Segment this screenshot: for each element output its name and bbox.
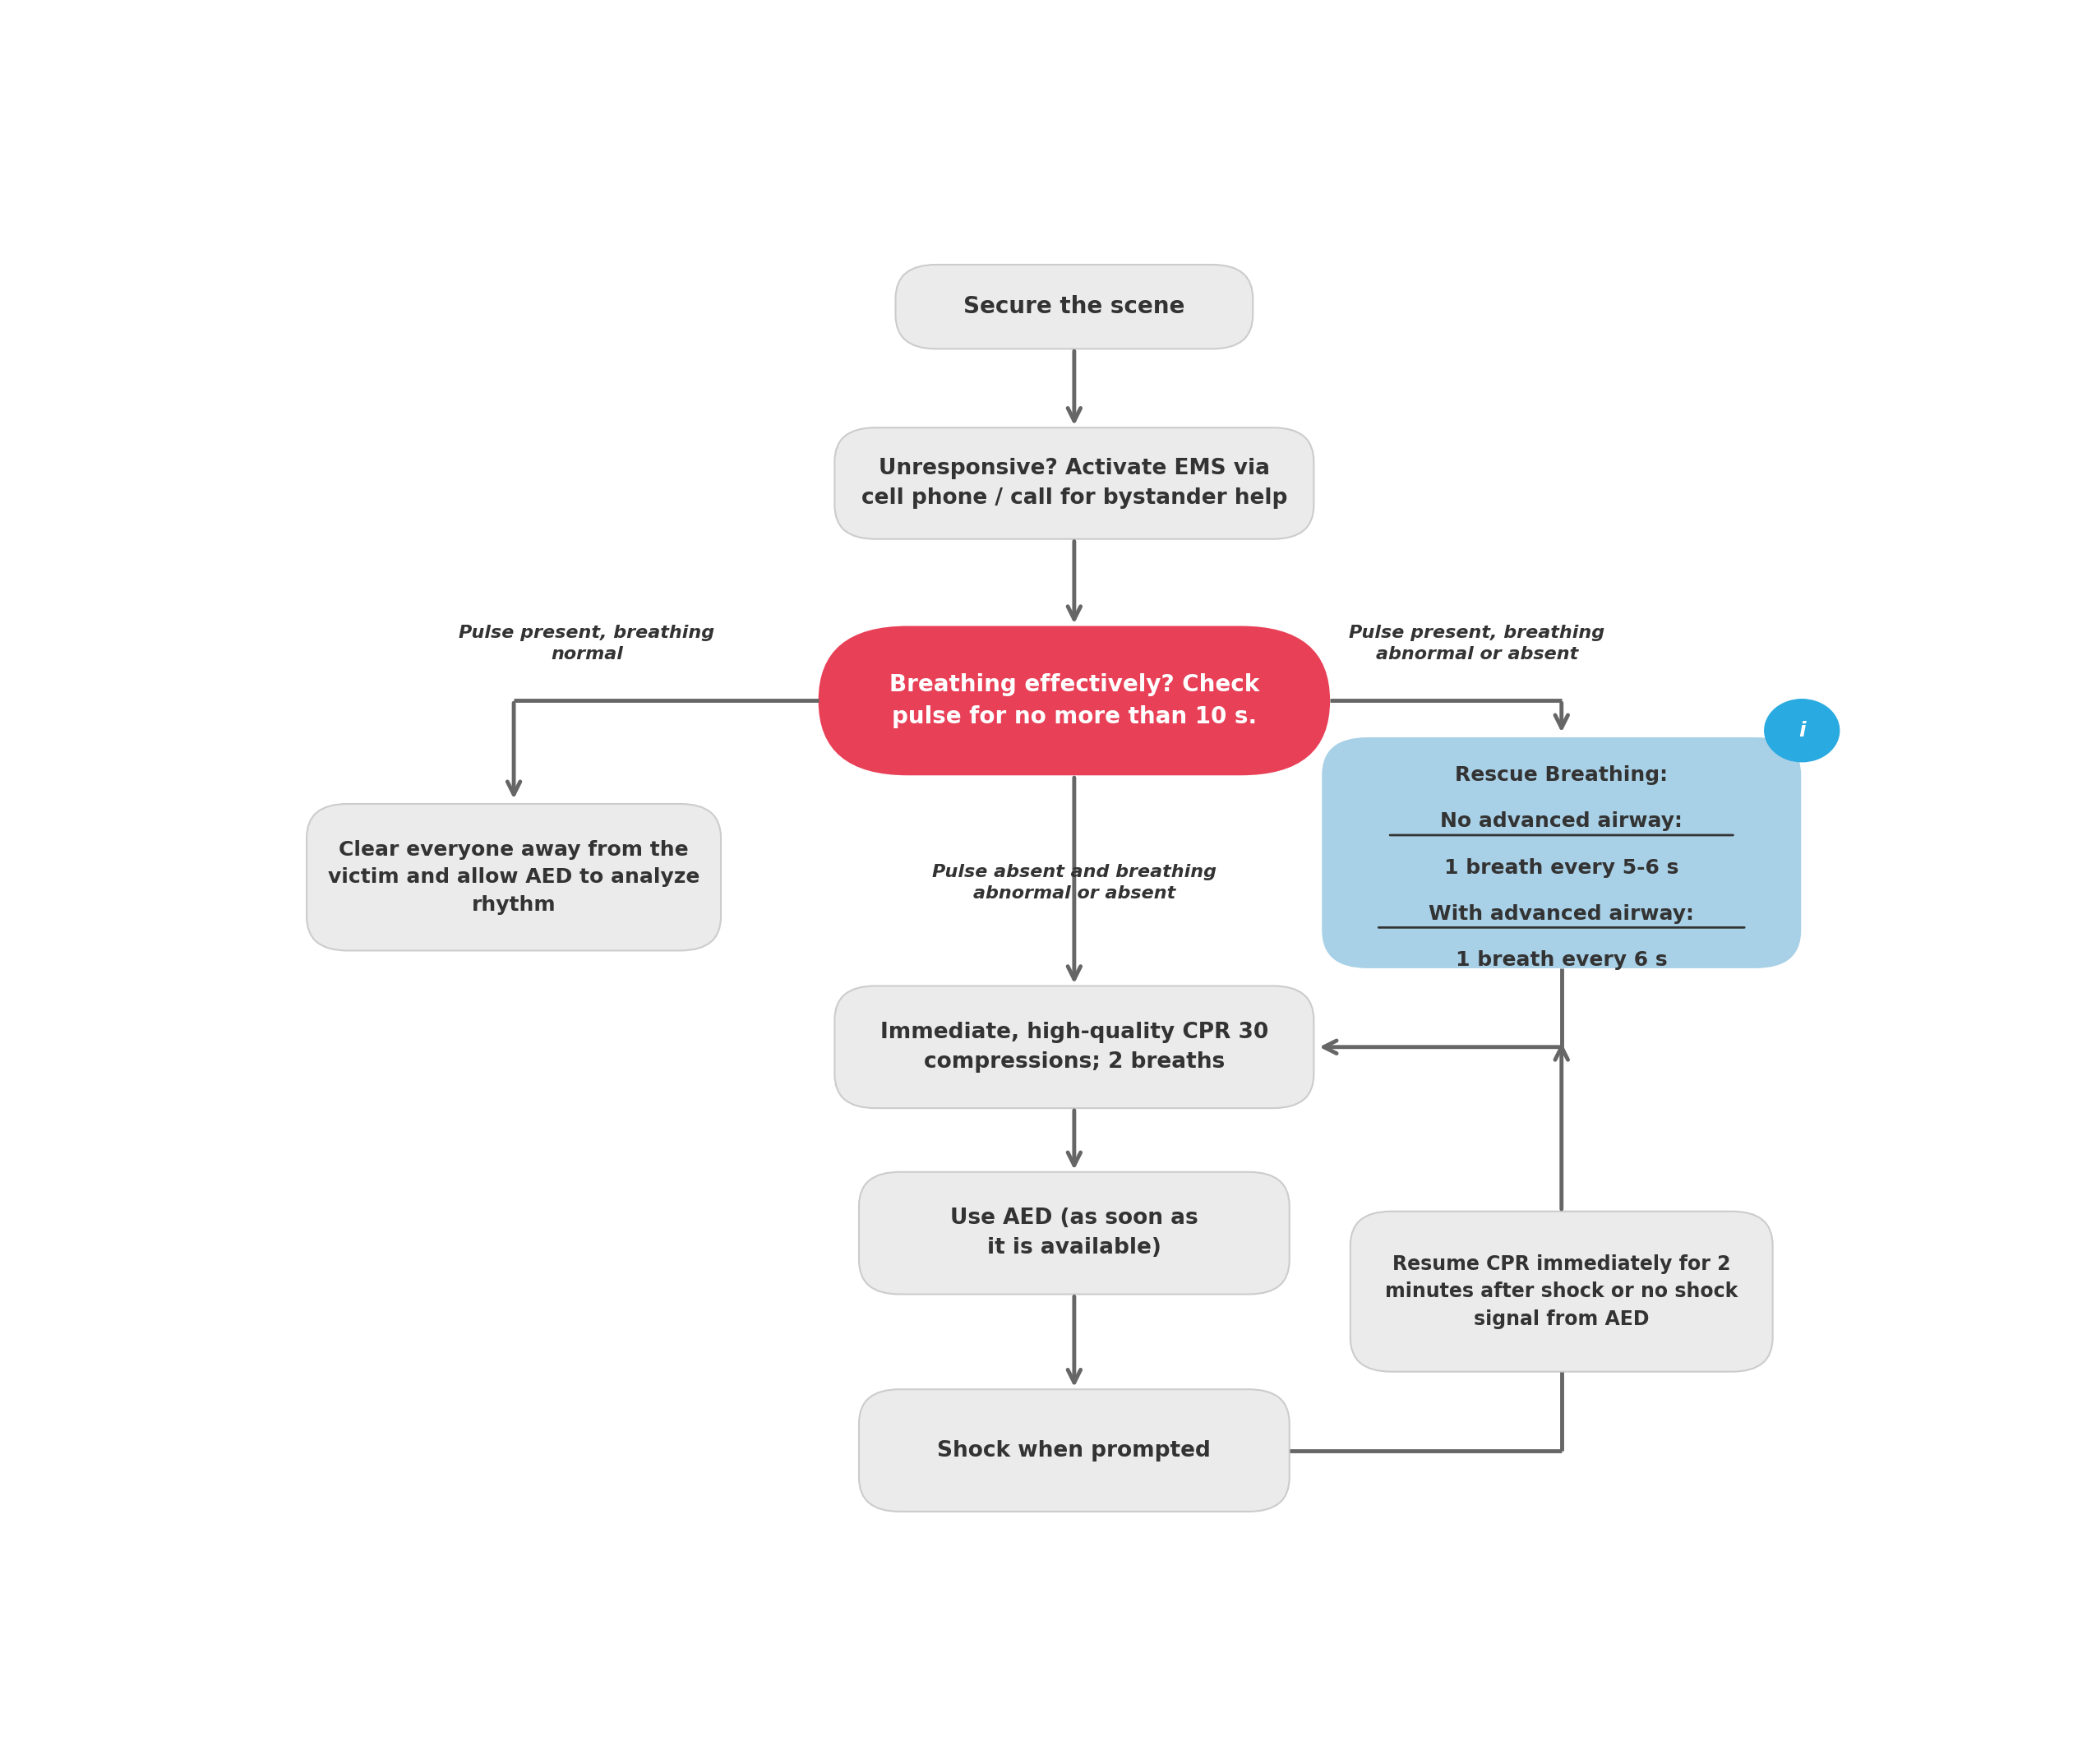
FancyBboxPatch shape bbox=[834, 427, 1314, 540]
FancyBboxPatch shape bbox=[859, 1171, 1289, 1295]
Text: Shock when prompted: Shock when prompted bbox=[937, 1439, 1211, 1461]
Circle shape bbox=[1765, 699, 1840, 762]
Text: Rescue Breathing:: Rescue Breathing: bbox=[1455, 766, 1668, 785]
FancyBboxPatch shape bbox=[859, 1390, 1289, 1512]
Text: Secure the scene: Secure the scene bbox=[964, 295, 1184, 318]
Text: 1 breath every 5-6 s: 1 breath every 5-6 s bbox=[1444, 857, 1679, 878]
FancyBboxPatch shape bbox=[834, 986, 1314, 1108]
FancyBboxPatch shape bbox=[1323, 737, 1800, 968]
FancyBboxPatch shape bbox=[306, 804, 721, 951]
Text: Pulse absent and breathing
abnormal or absent: Pulse absent and breathing abnormal or a… bbox=[933, 864, 1216, 901]
Text: Breathing effectively? Check
pulse for no more than 10 s.: Breathing effectively? Check pulse for n… bbox=[889, 674, 1260, 729]
Text: Use AED (as soon as
it is available): Use AED (as soon as it is available) bbox=[949, 1208, 1199, 1258]
Text: With advanced airway:: With advanced airway: bbox=[1429, 903, 1694, 924]
Text: Immediate, high-quality CPR 30
compressions; 2 breaths: Immediate, high-quality CPR 30 compressi… bbox=[880, 1021, 1268, 1073]
FancyBboxPatch shape bbox=[895, 265, 1253, 349]
FancyBboxPatch shape bbox=[1350, 1212, 1773, 1372]
Text: 1 breath every 6 s: 1 breath every 6 s bbox=[1455, 951, 1668, 970]
Text: Clear everyone away from the
victim and allow AED to analyze
rhythm: Clear everyone away from the victim and … bbox=[327, 840, 700, 916]
Text: Pulse present, breathing
abnormal or absent: Pulse present, breathing abnormal or abs… bbox=[1350, 624, 1606, 663]
Text: Unresponsive? Activate EMS via
cell phone / call for bystander help: Unresponsive? Activate EMS via cell phon… bbox=[861, 459, 1287, 508]
Text: Pulse present, breathing
normal: Pulse present, breathing normal bbox=[459, 624, 715, 663]
Text: i: i bbox=[1798, 721, 1805, 741]
Text: No advanced airway:: No advanced airway: bbox=[1440, 811, 1683, 831]
FancyBboxPatch shape bbox=[817, 626, 1331, 776]
Text: Resume CPR immediately for 2
minutes after shock or no shock
signal from AED: Resume CPR immediately for 2 minutes aft… bbox=[1385, 1254, 1738, 1328]
